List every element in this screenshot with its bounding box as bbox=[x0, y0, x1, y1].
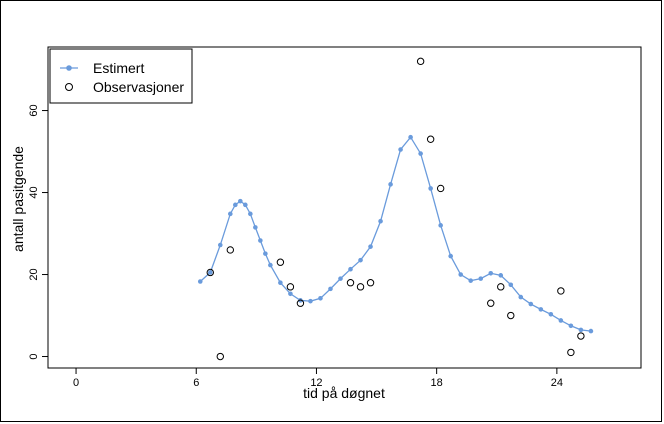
estimert-point bbox=[318, 296, 323, 301]
estimert-point bbox=[238, 198, 243, 204]
observasjon-point bbox=[206, 268, 214, 277]
estimert-point bbox=[348, 266, 353, 272]
estimert-point bbox=[388, 182, 393, 187]
observasjon-point bbox=[426, 135, 435, 143]
estimert-point bbox=[228, 211, 233, 217]
estimert-point bbox=[568, 323, 574, 329]
estimert-point bbox=[278, 280, 283, 286]
estimert-point bbox=[248, 211, 253, 217]
estimert-point bbox=[558, 318, 564, 323]
estimert-point bbox=[518, 294, 524, 300]
observasjon-point bbox=[487, 299, 495, 307]
estimert-point bbox=[378, 218, 383, 224]
y-axis: 0 20 40 60 bbox=[28, 104, 49, 360]
observasjon-point bbox=[567, 348, 575, 357]
estimert-point bbox=[478, 276, 484, 281]
legend-estimert-marker bbox=[66, 65, 72, 71]
observasjon-point bbox=[557, 287, 565, 295]
observasjon-point bbox=[226, 246, 235, 254]
y-axis-title: antall pasitgende bbox=[10, 146, 26, 252]
observasjon-point bbox=[497, 283, 505, 291]
estimert-point bbox=[268, 262, 273, 268]
x-tick-label: 24 bbox=[551, 377, 563, 389]
observasjon-point bbox=[577, 332, 585, 340]
legend: Estimert Observasjoner bbox=[49, 48, 193, 104]
estimert-point bbox=[263, 251, 268, 256]
estimert-point bbox=[428, 186, 433, 191]
x-tick-label: 12 bbox=[310, 377, 322, 389]
observasjon-point bbox=[507, 311, 515, 320]
estimert-point bbox=[197, 279, 203, 284]
y-tick-label: 60 bbox=[28, 104, 40, 116]
legend-observasjoner-label: Observasjoner bbox=[93, 79, 184, 95]
observasjon-point bbox=[216, 352, 224, 361]
estimert-point bbox=[328, 286, 333, 292]
estimert-point bbox=[243, 202, 248, 208]
y-tick-label: 40 bbox=[28, 186, 40, 198]
estimert-point bbox=[528, 301, 534, 307]
estimert-point bbox=[538, 307, 544, 312]
estimert-point bbox=[233, 202, 238, 208]
estimert-point bbox=[253, 225, 258, 230]
legend-box bbox=[49, 48, 193, 104]
estimert-point bbox=[217, 242, 223, 248]
estimert-point bbox=[358, 257, 363, 263]
estimert-point bbox=[468, 278, 474, 283]
legend-estimert-label: Estimert bbox=[93, 60, 144, 76]
estimert-point bbox=[508, 282, 514, 288]
estimert-point bbox=[338, 276, 343, 281]
estimert-point bbox=[548, 311, 554, 317]
x-tick-label: 0 bbox=[73, 377, 79, 389]
estimert-point bbox=[258, 238, 263, 243]
observasjon-point bbox=[276, 258, 285, 266]
y-tick-label: 0 bbox=[28, 353, 40, 359]
estimert-point bbox=[418, 151, 423, 156]
estimert-point bbox=[438, 223, 443, 228]
estimert-point bbox=[288, 291, 293, 297]
x-tick-label: 6 bbox=[193, 377, 199, 389]
estimert-point bbox=[368, 244, 373, 249]
observasjon-point bbox=[346, 279, 355, 287]
y-tick-label: 20 bbox=[28, 268, 40, 280]
estimert-point bbox=[448, 253, 453, 259]
estimert-point bbox=[398, 147, 403, 152]
estimert-point bbox=[588, 328, 594, 334]
observasjon-point bbox=[416, 57, 425, 66]
legend-observasjoner-marker bbox=[65, 83, 73, 91]
observasjon-point bbox=[296, 299, 305, 307]
x-tick-label: 18 bbox=[431, 377, 443, 389]
estimert-point bbox=[308, 298, 313, 304]
observasjon-point bbox=[366, 279, 375, 287]
observasjon-point bbox=[436, 184, 445, 193]
estimert-point bbox=[408, 134, 413, 140]
series-observasjoner bbox=[206, 57, 585, 361]
series-estimert bbox=[197, 134, 594, 334]
estimert-point bbox=[207, 270, 213, 275]
observasjon-point bbox=[286, 283, 295, 291]
estimert-point bbox=[578, 327, 584, 333]
estimert-point bbox=[498, 273, 504, 278]
estimert-line bbox=[199, 136, 591, 332]
estimert-point bbox=[458, 272, 463, 277]
x-axis-title: tid på døgnet bbox=[303, 385, 385, 401]
estimert-point bbox=[488, 270, 494, 276]
x-axis: 0 6 12 18 24 bbox=[73, 367, 563, 389]
observasjon-point bbox=[356, 283, 365, 291]
